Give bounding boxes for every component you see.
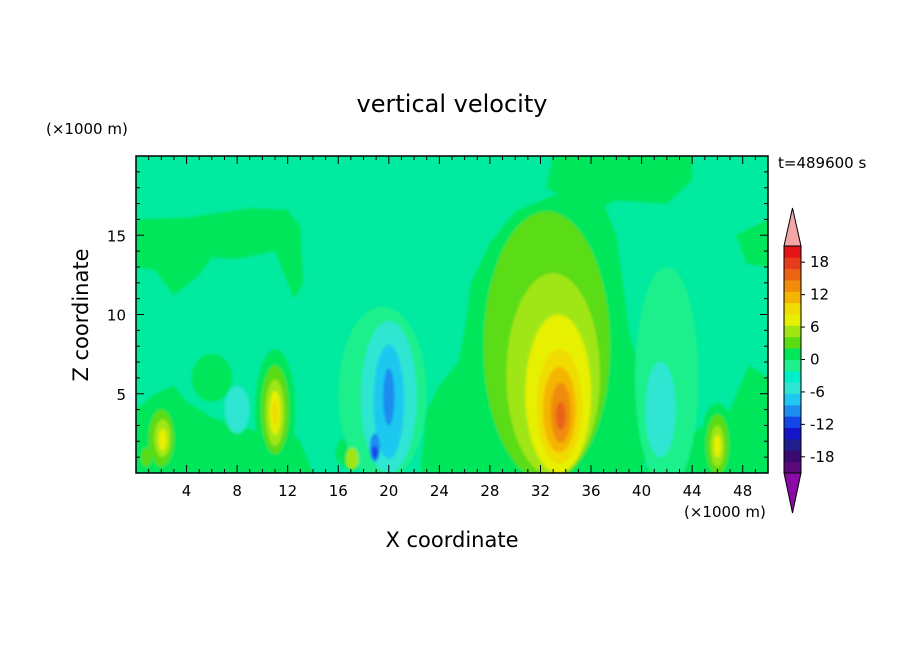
y-tick-label: 5	[116, 386, 126, 404]
colorbar-segment	[784, 427, 801, 440]
colorbar-segment	[784, 268, 801, 281]
y-axis: 5 10 15	[107, 171, 768, 458]
colorbar-segment	[784, 359, 801, 372]
chart-title: vertical velocity	[357, 90, 548, 118]
field-region	[555, 401, 566, 431]
colorbar-tick-label: -12	[810, 415, 835, 433]
colorbar-tick-label: 6	[810, 318, 820, 336]
x-tick-label: 20	[379, 482, 398, 500]
colorbar-segment	[784, 348, 801, 360]
colorbar-tick-label: 12	[810, 286, 829, 304]
x-tick-label: 4	[182, 482, 192, 500]
colorbar-tick-label: -6	[810, 383, 825, 401]
colorbar-segment	[784, 370, 801, 383]
colorbar-segment	[784, 450, 801, 463]
velocity-field	[136, 156, 768, 473]
colorbar-tick-label: 0	[810, 351, 820, 369]
colorbar-segment	[784, 438, 801, 451]
colorbar-segment	[784, 246, 801, 258]
time-label: t=489600 s	[778, 154, 866, 172]
x-tick-label: 44	[683, 482, 702, 500]
colorbar-segment	[784, 325, 801, 338]
field-region	[383, 368, 395, 426]
y-tick-label: 15	[107, 227, 126, 245]
x-tick-label: 8	[232, 482, 242, 500]
colorbar: 18 12 6 0 -6 -12 -18	[783, 207, 835, 514]
colorbar-segment	[784, 404, 801, 417]
y-axis-label: Z coordinate	[69, 248, 93, 381]
colorbar-segment	[784, 280, 801, 292]
x-tick-label: 12	[278, 482, 297, 500]
colorbar-segment	[784, 393, 801, 406]
x-unit-label: (×1000 m)	[684, 503, 766, 521]
field-region	[271, 400, 279, 426]
field-region	[224, 385, 250, 434]
colorbar-segment	[784, 302, 801, 315]
x-tick-label: 32	[531, 482, 550, 500]
field-region	[141, 447, 152, 467]
plot-area	[136, 156, 768, 473]
colorbar-segment	[784, 416, 801, 428]
colorbar-segment	[784, 314, 801, 326]
colorbar-segment	[784, 336, 801, 349]
field-region	[345, 447, 359, 470]
x-tick-label: 24	[430, 482, 449, 500]
x-tick-label: 16	[329, 482, 348, 500]
x-tick-label: 28	[480, 482, 499, 500]
field-region	[713, 434, 722, 458]
colorbar-under-arrow	[783, 472, 802, 514]
x-axis-label: X coordinate	[385, 528, 518, 552]
field-region	[736, 219, 768, 267]
x-axis: 4 8 12 16 20 24 28 32 36 40 44 48	[148, 156, 756, 500]
colorbar-over-arrow	[783, 207, 802, 247]
field-region	[191, 354, 233, 402]
colorbar-tick-label: -18	[810, 448, 835, 466]
x-tick-label: 48	[733, 482, 752, 500]
colorbar-segment	[784, 257, 801, 270]
field-region	[158, 428, 167, 451]
field-region	[645, 362, 676, 458]
colorbar-tick-label: 18	[810, 253, 829, 271]
y-unit-label: (×1000 m)	[46, 120, 128, 138]
field-region	[136, 208, 303, 299]
x-tick-label: 40	[632, 482, 651, 500]
field-region	[371, 446, 379, 459]
x-tick-label: 36	[581, 482, 600, 500]
colorbar-segment	[784, 382, 801, 394]
y-tick-label: 10	[107, 307, 126, 325]
colorbar-segment	[784, 291, 801, 304]
colorbar-segment	[784, 461, 801, 474]
